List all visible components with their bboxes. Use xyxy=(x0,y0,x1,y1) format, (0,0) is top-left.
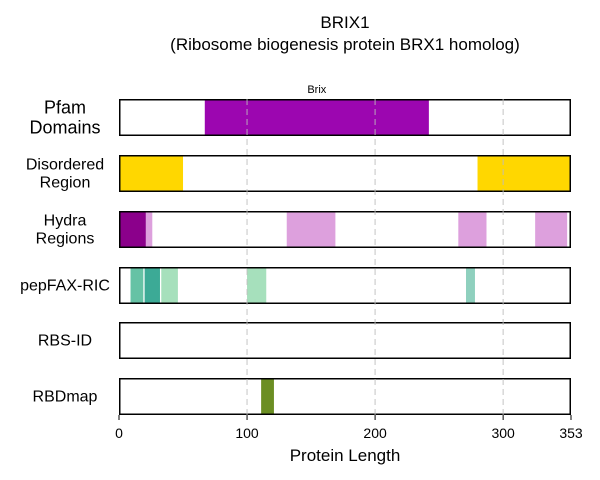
track-label-3-line-0: pepFAX-RIC xyxy=(20,278,110,295)
track-2-segment-3 xyxy=(458,211,487,248)
track-background xyxy=(119,322,571,359)
track-label-2-line-1: Regions xyxy=(36,231,95,248)
track-label-1-line-0: Disordered xyxy=(26,157,104,174)
track-1 xyxy=(119,155,571,192)
track-label-5-line-0: RBDmap xyxy=(33,389,98,406)
track-3-segment-2 xyxy=(161,267,178,304)
track-5 xyxy=(119,378,571,415)
x-tick-label-353: 353 xyxy=(559,425,583,441)
x-axis: 0 100 200 300 353 xyxy=(115,415,583,441)
track-3-segment-0 xyxy=(130,267,144,304)
track-label-0-line-0: Pfam xyxy=(44,98,86,118)
track-0-segment-0 xyxy=(204,99,429,136)
track-2-segment-1 xyxy=(145,211,153,248)
x-tick-label-100: 100 xyxy=(235,425,259,441)
segment-label: Brix xyxy=(307,84,326,96)
track-3-segment-1 xyxy=(144,267,160,304)
track-label-4-line-0: RBS-ID xyxy=(38,333,92,350)
track-label-0-line-1: Domains xyxy=(29,118,100,138)
track-2-segment-4 xyxy=(535,211,568,248)
track-4 xyxy=(119,322,571,359)
track-2-segment-2 xyxy=(286,211,336,248)
x-axis-label: Protein Length xyxy=(290,446,401,465)
track-3 xyxy=(119,267,571,304)
track-label-2-line-0: Hydra xyxy=(44,213,87,230)
track-5-segment-0 xyxy=(261,378,274,415)
track-1-segment-0 xyxy=(119,155,184,192)
track-0: Brix xyxy=(119,84,571,136)
track-3-segment-4 xyxy=(466,267,475,304)
track-background xyxy=(119,211,571,248)
track-2-segment-0 xyxy=(119,211,146,248)
chart-subtitle: (Ribosome biogenesis protein BRX1 homolo… xyxy=(170,35,520,54)
track-3-segment-3 xyxy=(247,267,267,304)
x-tick-label-0: 0 xyxy=(115,425,123,441)
track-background xyxy=(119,267,571,304)
track-2 xyxy=(119,211,571,248)
x-tick-label-200: 200 xyxy=(363,425,387,441)
chart-title: BRIX1 xyxy=(320,13,369,32)
track-label-1-line-1: Region xyxy=(40,175,91,192)
track-background xyxy=(119,378,571,415)
track-1-segment-1 xyxy=(477,155,571,192)
x-tick-label-300: 300 xyxy=(491,425,515,441)
grid-lines xyxy=(246,99,504,415)
